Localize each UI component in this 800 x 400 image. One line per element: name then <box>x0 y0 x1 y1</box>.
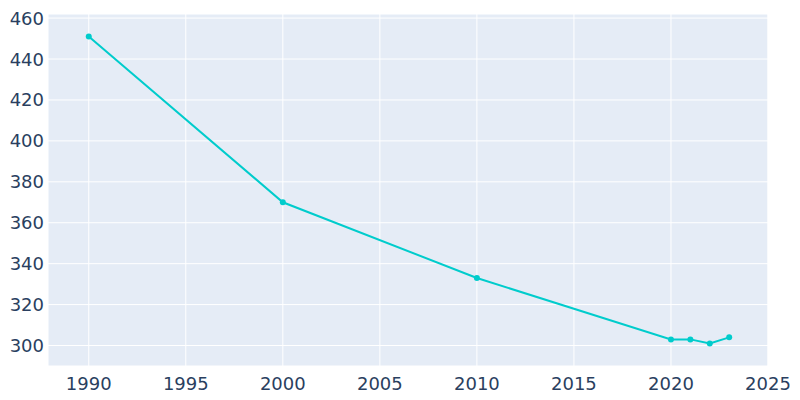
y-grid-line <box>48 99 768 100</box>
x-tick-label: 1995 <box>163 373 209 394</box>
marker <box>687 336 693 342</box>
y-grid-line <box>48 222 768 223</box>
y-tick-label: 400 <box>10 130 44 151</box>
x-tick-label: 2010 <box>454 373 500 394</box>
x-grid-line <box>476 14 477 366</box>
x-grid-line <box>573 14 574 366</box>
marker <box>726 334 732 340</box>
plot-frame <box>48 14 768 366</box>
x-tick-label: 2020 <box>648 373 694 394</box>
x-grid-line <box>670 14 671 366</box>
x-tick-label: 2025 <box>745 373 791 394</box>
y-tick-label: 460 <box>10 8 44 29</box>
marker <box>474 275 480 281</box>
x-tick-label: 2005 <box>357 373 403 394</box>
x-grid-line <box>185 14 186 366</box>
y-grid-line <box>48 304 768 305</box>
y-grid-line <box>48 181 768 182</box>
x-tick-label: 1990 <box>66 373 112 394</box>
series-group <box>86 34 732 347</box>
y-grid-line <box>48 140 768 141</box>
chart: 300 320 340 360 380 400 420 440 460 1990 1995 2000 2… <box>0 0 800 400</box>
y-tick-label: 380 <box>10 171 44 192</box>
marker <box>707 340 713 346</box>
marker <box>86 34 92 40</box>
y-tick-label: 420 <box>10 89 44 110</box>
marker <box>280 199 286 205</box>
y-grid-line <box>48 345 768 346</box>
y-tick-label: 320 <box>10 294 44 315</box>
y-grid-line <box>48 18 768 19</box>
plot-background <box>48 14 768 366</box>
x-grid-line <box>88 14 89 366</box>
y-tick-label: 440 <box>10 49 44 70</box>
y-tick-label: 300 <box>10 335 44 356</box>
y-grid-line <box>48 59 768 60</box>
x-grid-line <box>282 14 283 366</box>
x-tick-label: 2015 <box>551 373 597 394</box>
y-tick-label: 360 <box>10 212 44 233</box>
y-grid-line <box>48 263 768 264</box>
x-tick-label: 2000 <box>260 373 306 394</box>
x-grid-line <box>379 14 380 366</box>
marker <box>668 336 674 342</box>
line <box>89 37 729 344</box>
y-tick-label: 340 <box>10 253 44 274</box>
